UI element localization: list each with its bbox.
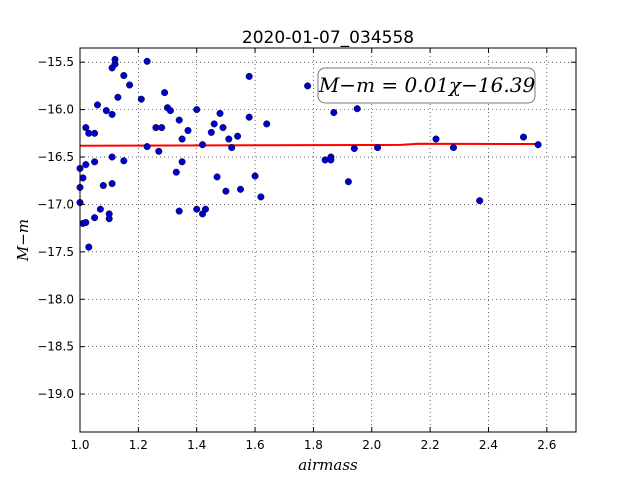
data-point [108, 110, 116, 118]
data-point [114, 93, 122, 101]
data-point [219, 124, 227, 132]
data-point [166, 107, 174, 115]
data-point [210, 120, 218, 128]
x-ticks: 1.0 1.2 1.4 1.6 1.8 2.0 2.2 2.4 2.6 [70, 48, 556, 452]
data-point [216, 109, 224, 117]
data-point [330, 108, 338, 116]
data-point [111, 55, 119, 63]
y-tick-label: −18.0 [37, 292, 74, 306]
data-point [350, 144, 358, 152]
data-point [520, 133, 528, 141]
data-point [93, 101, 101, 109]
data-point [234, 132, 242, 140]
plot-frame [79, 47, 577, 433]
data-point [137, 95, 145, 103]
data-point [91, 214, 99, 222]
data-point [184, 126, 192, 134]
x-tick-label: 1.6 [246, 438, 265, 452]
data-point [245, 113, 253, 121]
x-tick-label: 1.0 [70, 438, 89, 452]
data-point [91, 129, 99, 137]
data-point [245, 72, 253, 80]
x-tick-label: 1.8 [304, 438, 323, 452]
data-point [155, 147, 163, 155]
grid [80, 48, 576, 432]
data-point [82, 124, 90, 132]
y-axis-label: M−m [14, 219, 32, 262]
y-tick-label: −16.5 [37, 150, 74, 164]
data-point [143, 57, 151, 65]
data-point [99, 181, 107, 189]
data-point [172, 168, 180, 176]
data-point [158, 124, 166, 132]
data-point [228, 144, 236, 152]
data-points [76, 55, 542, 251]
data-point [374, 144, 382, 152]
data-point [79, 174, 87, 182]
x-tick-label: 2.2 [421, 438, 440, 452]
data-point [450, 144, 458, 152]
data-point [85, 243, 93, 251]
chart-title: 2020-01-07_034558 [242, 28, 414, 48]
data-point [222, 187, 230, 195]
data-point [251, 172, 259, 180]
data-point [143, 143, 151, 151]
data-point [193, 106, 201, 114]
data-point [201, 205, 209, 213]
y-tick-label: −15.5 [37, 55, 74, 69]
y-ticks: −15.5 −16.0 −16.5 −17.0 −17.5 −18.0 −18.5 −19.0 [37, 55, 576, 401]
data-point [327, 156, 335, 164]
data-point [476, 197, 484, 205]
data-point [91, 158, 99, 166]
data-point [108, 180, 116, 188]
data-point [257, 193, 265, 201]
data-point [178, 135, 186, 143]
data-point [120, 157, 128, 165]
data-point [161, 89, 169, 97]
data-point [175, 207, 183, 215]
x-axis-label: airmass [298, 456, 358, 474]
annotation-box: M−m = 0.01χ−16.39 [317, 67, 536, 104]
data-point [193, 205, 201, 213]
data-point [120, 71, 128, 79]
data-point [102, 107, 110, 115]
data-point [534, 141, 542, 149]
x-tick-label: 1.4 [187, 438, 206, 452]
data-point [353, 105, 361, 113]
data-point [304, 82, 312, 90]
data-point [225, 135, 233, 143]
data-point [198, 141, 206, 149]
y-tick-label: −17.0 [37, 197, 74, 211]
x-tick-label: 2.4 [479, 438, 498, 452]
data-point [263, 120, 271, 128]
x-tick-label: 1.2 [129, 438, 148, 452]
y-tick-label: −16.0 [37, 103, 74, 117]
data-point [108, 153, 116, 161]
y-tick-label: −19.0 [37, 387, 74, 401]
data-point [82, 218, 90, 226]
data-point [126, 81, 134, 89]
x-tick-label: 2.6 [537, 438, 556, 452]
data-point [432, 135, 440, 143]
data-point [82, 161, 90, 169]
data-point [96, 205, 104, 213]
data-point [178, 158, 186, 166]
fit-polyline [79, 142, 539, 147]
data-point [207, 128, 215, 136]
data-point [344, 178, 352, 186]
annotation-text: M−m = 0.01χ−16.39 [318, 73, 536, 97]
y-tick-label: −18.5 [37, 340, 74, 354]
y-tick-label: −17.5 [37, 245, 74, 259]
data-point [175, 116, 183, 124]
x-tick-label: 2.0 [362, 438, 381, 452]
data-point [236, 185, 244, 193]
data-point [105, 215, 113, 223]
data-point [213, 173, 221, 181]
